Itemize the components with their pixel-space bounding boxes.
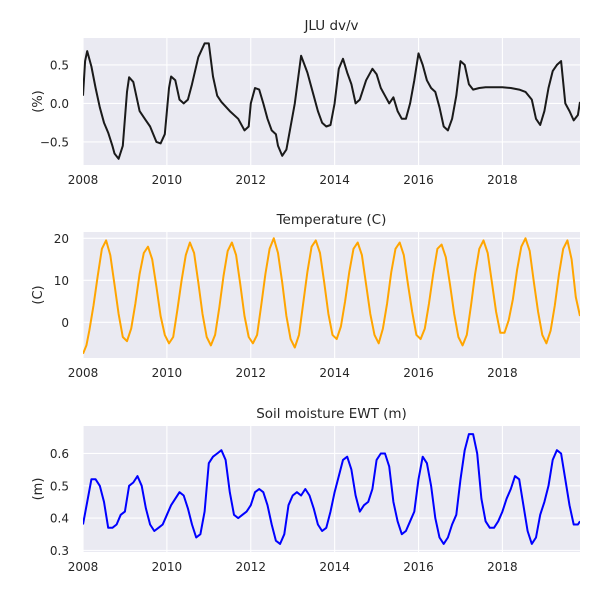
soil-moisture-x-tick-label: 2012 bbox=[235, 560, 266, 574]
soil-moisture-y-axis-label: (m) bbox=[31, 478, 46, 501]
temperature-panel: 2008 2010 2012 2014 2016 2018 0 10 20 Temperature… bbox=[31, 212, 580, 380]
soil-moisture-y-tick-label: 0.3 bbox=[50, 544, 69, 558]
dvv-plot-area bbox=[83, 38, 580, 165]
temperature-x-tick-label: 2010 bbox=[152, 366, 183, 380]
temperature-y-axis-label: (C) bbox=[31, 285, 46, 304]
temperature-y-tick-label: 20 bbox=[54, 232, 69, 246]
soil-moisture-x-tick-label: 2008 bbox=[68, 560, 99, 574]
soil-moisture-series-line bbox=[83, 433, 580, 545]
dvv-y-tick-label: 0.0 bbox=[50, 97, 69, 111]
dvv-y-tick-label: −0.5 bbox=[40, 135, 69, 149]
soil-moisture-title: Soil moisture EWT (m) bbox=[256, 406, 407, 422]
dvv-x-tick-label: 2016 bbox=[403, 173, 434, 187]
temperature-series-line bbox=[83, 237, 580, 355]
temperature-x-tick-label: 2016 bbox=[403, 366, 434, 380]
temperature-x-tick-label: 2018 bbox=[487, 366, 518, 380]
dvv-panel: 2008 2010 2012 2014 2016 2018 −0.5 0.0 0.5 JLU dv… bbox=[31, 18, 580, 187]
dvv-y-axis-label: (%) bbox=[31, 90, 46, 113]
dvv-x-tick-label: 2014 bbox=[319, 173, 350, 187]
soil-moisture-x-tick-label: 2010 bbox=[152, 560, 183, 574]
dvv-x-tick-label: 2012 bbox=[235, 173, 266, 187]
temperature-x-tick-label: 2012 bbox=[235, 366, 266, 380]
soil-moisture-y-tick-label: 0.6 bbox=[50, 447, 69, 461]
soil-moisture-plot-area bbox=[83, 426, 580, 552]
dvv-y-tick-label: 0.5 bbox=[50, 58, 69, 72]
dvv-x-tick-label: 2008 bbox=[68, 173, 99, 187]
soil-moisture-x-tick-label: 2016 bbox=[403, 560, 434, 574]
soil-moisture-panel: 2008 2010 2012 2014 2016 2018 0.3 0.4 0.5 0.6 Soil… bbox=[31, 406, 580, 574]
temperature-y-tick-label: 0 bbox=[61, 316, 69, 330]
dvv-series-line bbox=[83, 42, 580, 160]
soil-moisture-y-tick-label: 0.4 bbox=[50, 512, 69, 526]
dvv-x-tick-label: 2018 bbox=[487, 173, 518, 187]
temperature-x-tick-label: 2014 bbox=[319, 366, 350, 380]
soil-moisture-x-tick-label: 2014 bbox=[319, 560, 350, 574]
dvv-x-tick-label: 2010 bbox=[152, 173, 183, 187]
soil-moisture-y-tick-label: 0.5 bbox=[50, 479, 69, 493]
temperature-y-tick-label: 10 bbox=[54, 274, 69, 288]
dvv-title: JLU dv/v bbox=[303, 18, 358, 34]
soil-moisture-x-tick-label: 2018 bbox=[487, 560, 518, 574]
temperature-title: Temperature (C) bbox=[276, 212, 387, 228]
temperature-x-tick-label: 2008 bbox=[68, 366, 99, 380]
